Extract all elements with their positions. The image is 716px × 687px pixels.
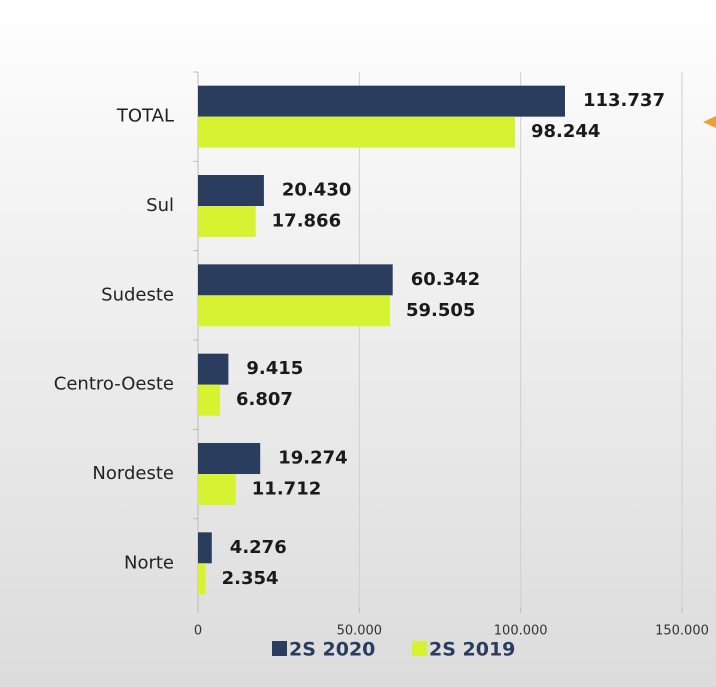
bar [198, 474, 236, 505]
bar [198, 532, 212, 564]
y-tick-label: Sul [146, 195, 174, 216]
value-label: 17.866 [272, 211, 341, 232]
bar [198, 264, 393, 296]
bar [198, 116, 516, 148]
y-tick-label: Centro-Oeste [54, 374, 174, 395]
bar [198, 384, 220, 416]
x-tick-label: 0 [194, 624, 202, 639]
value-label: 9.415 [246, 358, 303, 379]
value-label: 11.712 [252, 479, 321, 500]
bar [198, 85, 565, 117]
value-label: 98.244 [531, 121, 600, 142]
legend-swatch [412, 641, 427, 656]
bar [198, 295, 391, 327]
legend-label: 2S 2019 [429, 639, 515, 661]
value-label: 113.737 [583, 90, 665, 111]
value-label: 60.342 [411, 269, 480, 290]
value-label: 20.430 [282, 180, 351, 201]
bar [198, 206, 256, 237]
legend-label: 2S 2020 [289, 639, 375, 661]
value-label: 59.505 [406, 300, 475, 321]
decor-arrow [703, 116, 716, 128]
x-tick-label: 150.000 [655, 624, 709, 639]
bar [198, 443, 261, 474]
y-tick-label: Norte [124, 552, 174, 573]
plot: 0 50.000 100.000 150.000 TOTAL 113.737 98.244 S… [54, 71, 709, 661]
bar [198, 353, 229, 385]
y-tick-label: Nordeste [92, 463, 174, 484]
value-label: 6.807 [236, 389, 293, 410]
value-label: 19.274 [278, 448, 347, 469]
bar [198, 175, 264, 206]
y-tick-label: TOTAL [116, 106, 174, 127]
legend-swatch [272, 641, 287, 656]
bar [198, 563, 206, 595]
x-tick-label: 50.000 [337, 624, 383, 639]
x-tick-label: 100.000 [494, 624, 548, 639]
value-label: 4.276 [230, 537, 287, 558]
y-tick-label: Sudeste [101, 284, 174, 305]
value-label: 2.354 [222, 568, 279, 589]
